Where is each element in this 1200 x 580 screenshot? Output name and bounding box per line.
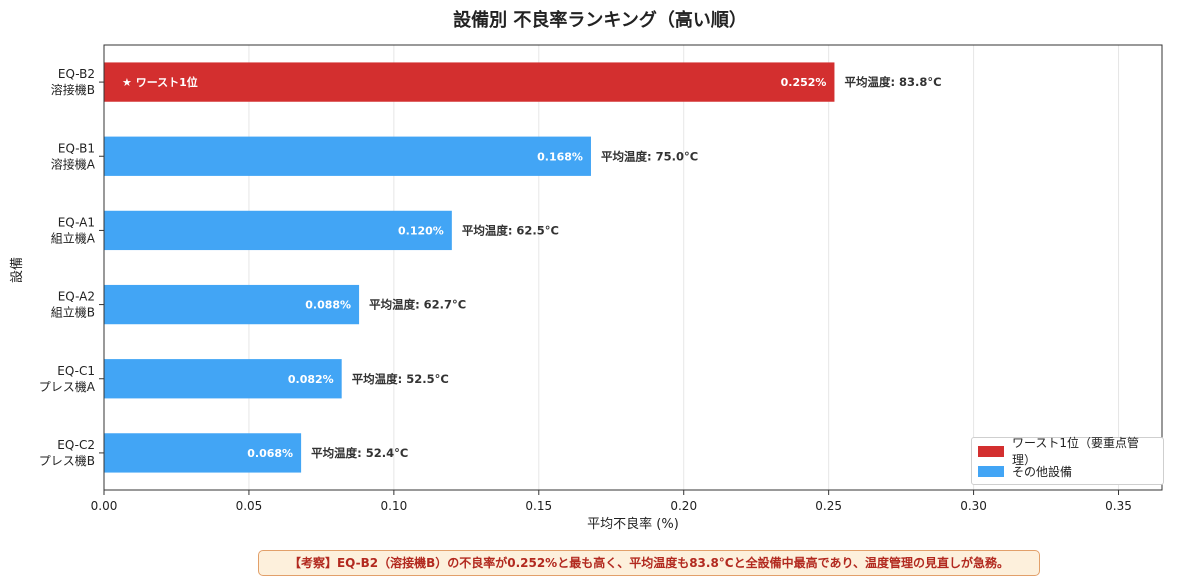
x-tick-label: 0.00 (91, 499, 118, 513)
legend-item-worst: ワースト1位（要重点管理） (978, 436, 1157, 467)
y-tick-code: EQ-B1 (58, 141, 95, 155)
x-tick-label: 0.15 (525, 499, 552, 513)
bars (104, 62, 835, 473)
y-tick-name: 組立機A (51, 230, 96, 245)
x-axis-label: 平均不良率 (%) (587, 516, 679, 532)
legend-swatch-worst (978, 445, 1004, 457)
bar-value-label: 0.068% (247, 447, 293, 460)
worst-rank-label: ★ ワースト1位 (122, 75, 198, 89)
x-tick-label: 0.05 (236, 499, 263, 513)
bar-value-label: 0.082% (288, 373, 334, 386)
legend-label-worst: ワースト1位（要重点管理） (1012, 436, 1140, 467)
plot-area-frame (103, 44, 1163, 491)
y-tick-name: 溶接機A (51, 156, 96, 171)
y-tick-name: プレス機A (39, 379, 96, 394)
bar (104, 359, 342, 399)
bar-labels: 0.252% 平均温度: 83.8°C ★ ワースト1位 0.168% 平均温度: 75… (122, 75, 942, 460)
grid-lines (248, 45, 1120, 490)
y-tick-code: EQ-C2 (57, 438, 95, 452)
bar (104, 284, 360, 325)
bar (104, 210, 452, 251)
bar-temperature-label: 平均温度: 83.8°C (844, 75, 941, 89)
y-tick-code: EQ-A2 (58, 290, 95, 304)
y-axis-label: 設備 (9, 257, 25, 283)
bar-value-label: 0.088% (305, 299, 351, 312)
x-tick-label: 0.30 (960, 499, 987, 513)
y-tick-name: 組立機B (51, 305, 95, 320)
y-tick-name: プレス機B (39, 453, 95, 468)
insight-note: 【考察】EQ-B2（溶接機B）の不良率が0.252%と最も高く、平均温度も83.… (258, 550, 1040, 576)
legend-swatch-other (978, 465, 1004, 477)
y-tick-code: EQ-A1 (58, 215, 95, 229)
x-tick-label: 0.20 (670, 499, 697, 513)
bar-value-label: 0.252% (781, 76, 827, 89)
bar-value-label: 0.120% (398, 224, 444, 237)
bar (104, 136, 591, 176)
legend: ワースト1位（要重点管理） その他設備 (971, 436, 1164, 485)
bar-temperature-label: 平均温度: 52.4°C (311, 446, 408, 460)
x-tick-label: 0.25 (815, 499, 842, 513)
legend-label-other: その他設備 (1012, 464, 1073, 479)
y-tick-code: EQ-C1 (57, 364, 95, 378)
x-tick-label: 0.35 (1105, 499, 1132, 513)
bar-temperature-label: 平均温度: 75.0°C (601, 149, 698, 163)
y-tick-code: EQ-B2 (58, 67, 95, 81)
bar-temperature-label: 平均温度: 62.7°C (369, 298, 466, 312)
bar-temperature-label: 平均温度: 62.5°C (462, 223, 559, 237)
legend-item-other: その他設備 (978, 461, 1157, 481)
chart-title: 設備別 不良率ランキング（高い順） (453, 10, 747, 31)
x-tick-label: 0.10 (381, 499, 408, 513)
bar (104, 62, 835, 102)
y-tick-name: 溶接機B (51, 82, 95, 97)
bar-temperature-label: 平均温度: 52.5°C (352, 372, 449, 386)
bar-value-label: 0.168% (537, 150, 583, 163)
bar (104, 433, 302, 473)
x-ticks: 0.00 0.05 0.10 0.15 0.20 0.25 0.30 0.35 (91, 490, 1132, 513)
